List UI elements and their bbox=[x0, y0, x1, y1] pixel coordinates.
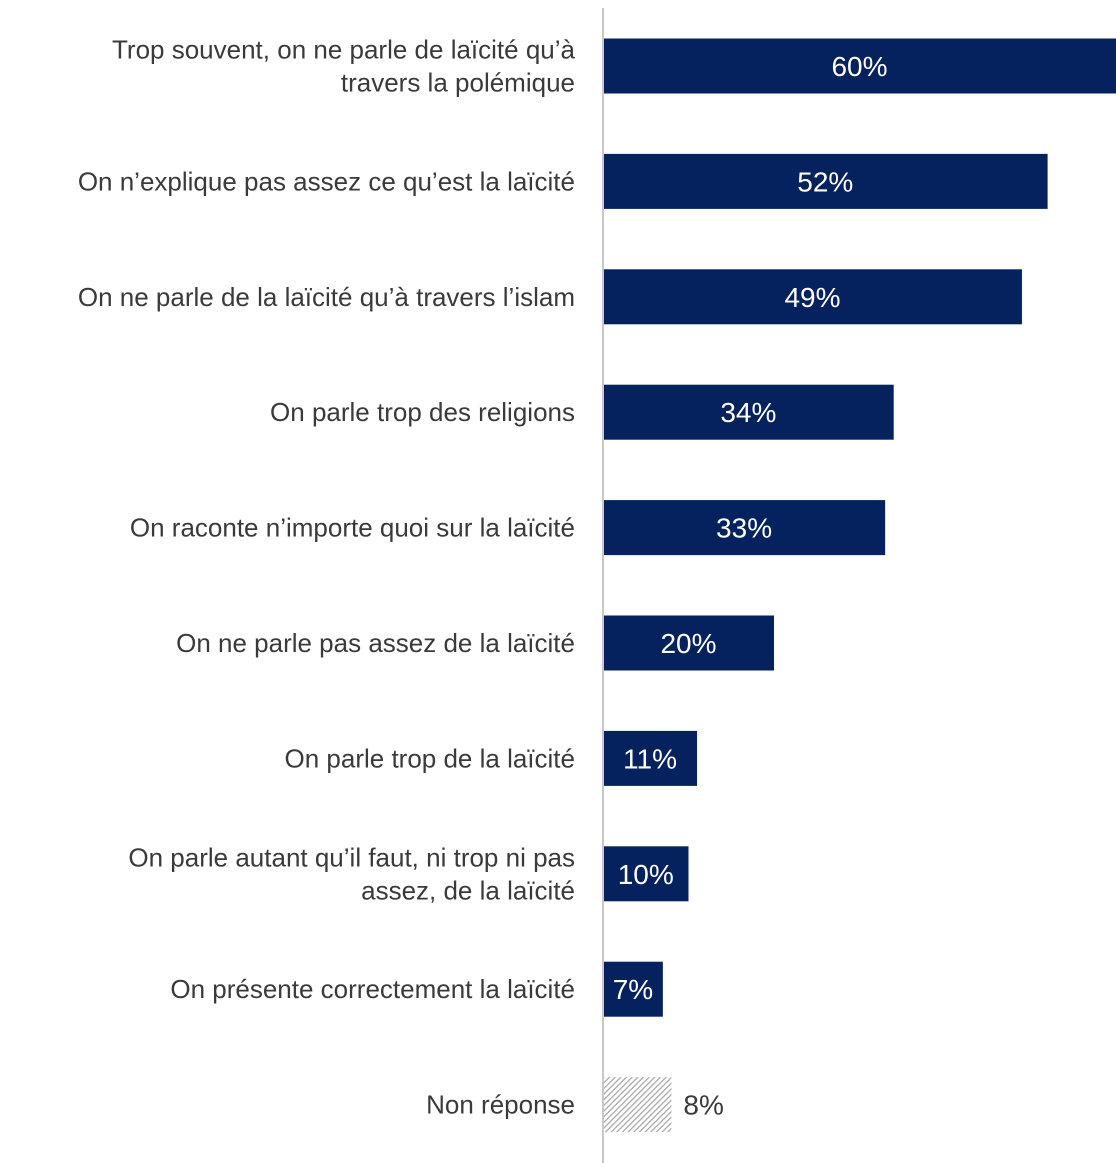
category-label-3: On ne parle de la laïcité qu’à travers l… bbox=[78, 282, 575, 312]
category-label-9: On présente correctement la laïcité bbox=[170, 974, 575, 1004]
category-label-10: Non réponse bbox=[426, 1090, 575, 1120]
value-label-2: 52% bbox=[797, 166, 853, 197]
value-label-7: 11% bbox=[623, 743, 677, 774]
value-label-10: 8% bbox=[683, 1090, 723, 1121]
bar-6 bbox=[604, 615, 774, 671]
bar-7 bbox=[604, 730, 698, 786]
bar-5 bbox=[604, 500, 886, 556]
value-label-3: 49% bbox=[784, 282, 840, 313]
bar-4 bbox=[604, 384, 894, 440]
bar-2 bbox=[604, 153, 1048, 209]
category-label-8-line-1: On parle autant qu’il faut, ni trop ni p… bbox=[128, 842, 575, 872]
category-label-6: On ne parle pas assez de la laïcité bbox=[176, 628, 575, 658]
category-label-1-line-2: travers la polémique bbox=[341, 68, 575, 98]
value-label-4: 34% bbox=[720, 397, 776, 428]
category-label-7: On parle trop de la laïcité bbox=[285, 743, 576, 773]
value-label-5: 33% bbox=[716, 513, 772, 544]
bar-3 bbox=[604, 269, 1022, 325]
bar-9 bbox=[604, 961, 663, 1017]
bar-8 bbox=[604, 846, 689, 902]
bar-1 bbox=[604, 38, 1116, 94]
value-label-8: 10% bbox=[618, 859, 674, 890]
value-label-6: 20% bbox=[660, 628, 716, 659]
bar-10 bbox=[604, 1077, 672, 1133]
category-label-8-line-2: assez, de la laïcité bbox=[361, 875, 575, 905]
category-label-1-line-1: Trop souvent, on ne parle de laïcité qu’… bbox=[112, 35, 576, 65]
category-label-4: On parle trop des religions bbox=[270, 397, 575, 427]
value-label-9: 7% bbox=[613, 974, 653, 1005]
category-label-5: On raconte n’importe quoi sur la laïcité bbox=[130, 513, 575, 543]
value-label-1: 60% bbox=[831, 51, 887, 82]
category-label-2: On n’explique pas assez ce qu’est la laï… bbox=[78, 166, 575, 196]
